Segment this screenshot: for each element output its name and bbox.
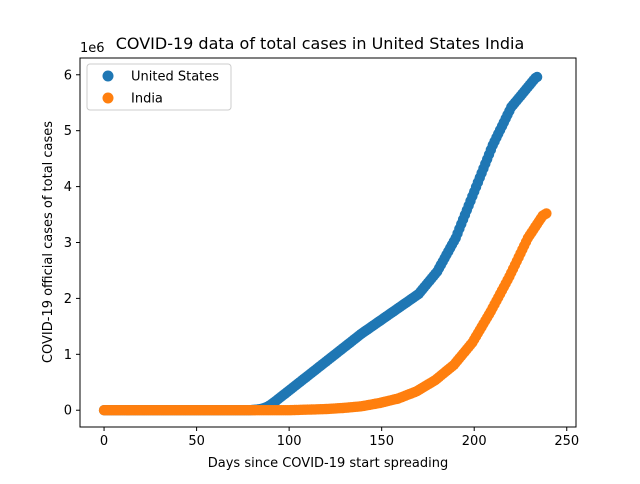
data-points [98, 71, 552, 416]
x-tick-label: 250 [554, 434, 579, 449]
x-tick-label: 50 [188, 434, 205, 449]
y-tick-label: 3 [64, 236, 72, 251]
y-axis-label: COVID-19 official cases of total cases [41, 121, 56, 363]
x-tick-label: 100 [277, 434, 302, 449]
x-tick-label: 150 [369, 434, 394, 449]
y-offset-text: 1e6 [80, 41, 105, 56]
data-point-india [541, 208, 552, 219]
y-tick-label: 0 [64, 404, 72, 419]
x-axis-label: Days since COVID-19 start spreading [208, 456, 448, 471]
y-tick-label: 2 [64, 292, 72, 307]
y-tick-label: 4 [64, 180, 72, 195]
y-tick-label: 6 [64, 68, 72, 83]
chart-title: COVID-19 data of total cases in United S… [116, 34, 525, 53]
y-axis-ticks: 0 1 2 3 4 5 6 [64, 68, 80, 419]
x-axis-ticks: 0 50 100 150 200 250 [100, 427, 579, 449]
y-tick-label: 5 [64, 124, 72, 139]
x-tick-label: 0 [100, 434, 108, 449]
plot-frame [79, 57, 577, 428]
y-tick-label: 1 [64, 348, 72, 363]
x-tick-label: 200 [462, 434, 487, 449]
legend-marker-india [102, 92, 114, 104]
legend-label-united-states: United States [131, 70, 219, 85]
legend-box [86, 63, 232, 111]
legend-marker-united-states [102, 70, 114, 82]
legend: United States India [86, 63, 232, 111]
legend-label-india: India [131, 92, 163, 107]
data-point-united-states [531, 71, 543, 83]
